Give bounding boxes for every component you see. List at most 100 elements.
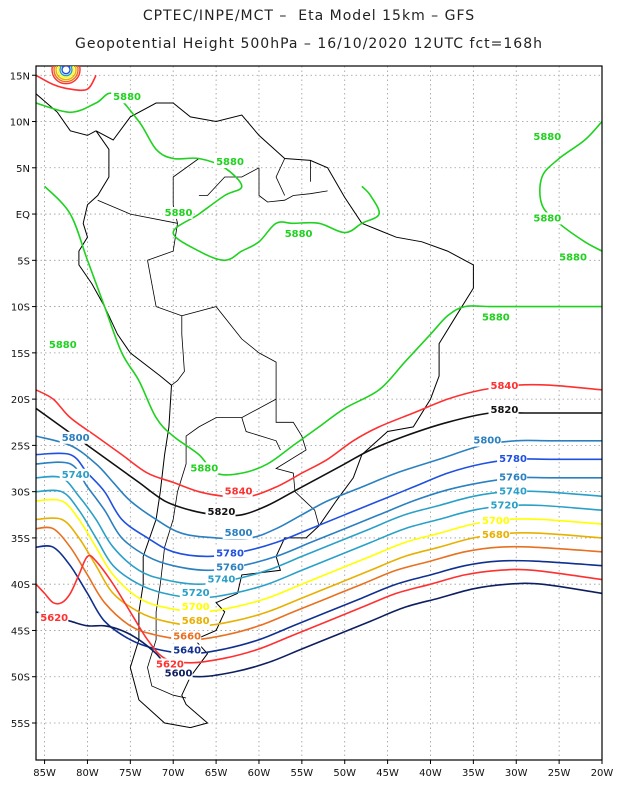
lat-tick-label: 20S <box>11 395 30 406</box>
contour-label-bg <box>531 131 562 144</box>
lat-tick-label: 25S <box>11 441 30 452</box>
contour-label: 5800 <box>473 436 501 447</box>
lon-tick-label: 80W <box>76 768 99 779</box>
lon-tick-label: 30W <box>505 768 528 779</box>
low-ring <box>59 66 73 77</box>
contour-label: 5740 <box>499 486 527 497</box>
contour-label-bg <box>222 485 253 498</box>
contour-label: 5760 <box>216 562 244 573</box>
contour-5620 <box>36 554 602 664</box>
contour-labels: 5880 5880 5880 5880 5880 5880 5880 5880 5880 5880… <box>38 91 588 680</box>
lon-tick-label: 25W <box>548 768 571 779</box>
lon-tick-label: 85W <box>33 768 56 779</box>
map-subtitle: Geopotential Height 500hPa – 16/10/2020 … <box>75 36 543 52</box>
contour-label-bg <box>59 431 90 444</box>
low-pressure-center-icon <box>51 66 81 85</box>
contour-label-bg <box>497 453 528 466</box>
contour-5600 <box>36 582 602 678</box>
contour-label: 5820 <box>208 507 236 518</box>
contour-label-bg <box>171 644 202 657</box>
contour-label: 5600 <box>165 669 193 680</box>
country-border <box>198 167 260 196</box>
contour-label: 5760 <box>499 473 527 484</box>
country-border <box>147 260 185 386</box>
contour-label-bg <box>488 379 519 392</box>
contour-5840 <box>36 383 602 498</box>
low-ring <box>55 66 77 81</box>
contour-5880 <box>44 185 602 476</box>
contour-5880 <box>539 120 602 252</box>
country-border <box>275 399 320 527</box>
contour-label: 5780 <box>499 454 527 465</box>
contour-label: 5880 <box>165 208 193 219</box>
axis-ticks: 85W 80W 75W 70W 65W 60W 55W 50W 45W 40W 35W 30W 25W 2… <box>10 71 614 779</box>
country-border <box>97 199 178 224</box>
contour-label-bg <box>497 471 528 484</box>
contour-label: 5640 <box>173 646 201 657</box>
lat-tick-label: 10N <box>10 118 30 129</box>
contour-label-bg <box>531 212 562 225</box>
contour-5760 <box>36 461 602 572</box>
contour-5880 <box>36 92 380 262</box>
contour-label-bg <box>154 658 185 671</box>
contour-label: 5740 <box>62 470 90 481</box>
country-border <box>258 167 328 203</box>
contour-label: 5880 <box>533 213 561 224</box>
lat-tick-label: EQ <box>16 210 30 221</box>
contour-label: 5880 <box>216 157 244 168</box>
lon-tick-label: 35W <box>462 768 485 779</box>
contour-5700 <box>36 498 602 613</box>
contour-label: 5880 <box>190 463 218 474</box>
contour-5680 <box>36 517 602 627</box>
low-ring <box>57 66 75 79</box>
contour-5660 <box>36 526 602 641</box>
contour-label: 5840 <box>225 486 253 497</box>
lon-tick-label: 40W <box>419 768 442 779</box>
low-ring <box>53 66 79 83</box>
lat-tick-label: 50S <box>11 673 30 684</box>
contour-label-bg <box>282 228 313 241</box>
country-border <box>241 417 281 451</box>
contour-label: 5660 <box>173 632 201 643</box>
contour-label-bg <box>479 515 510 528</box>
lat-tick-label: 55S <box>11 719 30 730</box>
contour-label-bg <box>488 404 519 416</box>
contour-label: 5680 <box>182 616 210 627</box>
contour-label-bg <box>488 499 519 512</box>
lat-tick-label: 10S <box>11 303 30 314</box>
lon-tick-label: 55W <box>291 768 314 779</box>
contour-label-bg <box>38 612 69 625</box>
contour-label-bg <box>162 667 193 680</box>
contour-label: 5620 <box>40 613 68 624</box>
contour-label-bg <box>214 156 245 169</box>
contour-label-bg <box>471 434 502 447</box>
contour-label: 5880 <box>533 132 561 143</box>
contour-5780 <box>36 452 602 558</box>
contour-label-bg <box>59 468 90 481</box>
contour-5860 <box>36 74 97 92</box>
contour-label: 5700 <box>482 516 510 527</box>
contour-label: 5720 <box>182 588 210 599</box>
contour-5720 <box>36 489 602 599</box>
contour-label-bg <box>171 630 202 643</box>
contour-label: 5880 <box>285 229 313 240</box>
lon-tick-label: 75W <box>119 768 142 779</box>
contour-label-bg <box>479 528 510 541</box>
lat-tick-label: 40S <box>11 580 30 591</box>
contour-5640 <box>36 545 602 655</box>
central-america-coastline <box>36 93 97 136</box>
contour-label-bg <box>111 91 142 104</box>
contour-label-bg <box>497 485 528 498</box>
lon-tick-label: 70W <box>162 768 185 779</box>
lon-tick-label: 50W <box>333 768 356 779</box>
lat-tick-label: 15S <box>11 349 30 360</box>
contour-label-bg <box>479 311 510 324</box>
map-frame <box>35 65 603 761</box>
lon-tick-label: 20W <box>591 768 614 779</box>
contour-label: 5880 <box>49 340 77 351</box>
contour-label-bg <box>205 505 236 518</box>
contour-label: 5620 <box>156 659 184 670</box>
contour-label: 5700 <box>182 602 210 613</box>
contour-label-bg <box>46 339 77 352</box>
